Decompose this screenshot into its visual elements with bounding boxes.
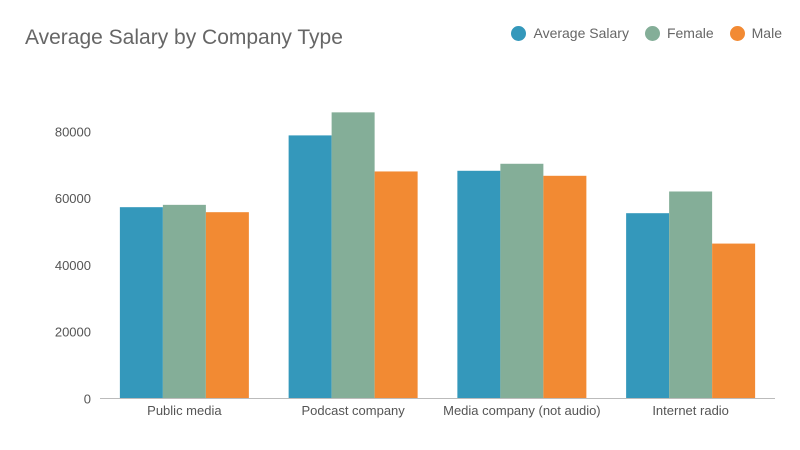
bar-male-public-media[interactable] xyxy=(205,212,249,399)
legend-marker-male xyxy=(729,25,745,41)
legend-marker-average-salary xyxy=(511,25,527,41)
legend-marker-female xyxy=(644,25,660,41)
legend-item-average-salary[interactable]: Average Salary xyxy=(511,25,629,41)
bar-average-salary-public-media[interactable] xyxy=(119,207,163,399)
x-tick-label-podcast-company: Podcast company xyxy=(301,403,405,418)
legend-label-male: Male xyxy=(751,25,782,41)
bar-female-media-company-not-audio[interactable] xyxy=(500,163,544,399)
legend-item-male[interactable]: Male xyxy=(729,25,782,41)
y-tick-label: 20000 xyxy=(55,325,91,340)
y-tick-label: 40000 xyxy=(55,258,91,273)
legend-item-female[interactable]: Female xyxy=(644,25,714,41)
x-tick-label-internet-radio: Internet radio xyxy=(652,403,729,418)
x-axis: Public media Podcast company Media company… xyxy=(100,398,775,418)
y-tick-label: 60000 xyxy=(55,191,91,206)
x-tick-label-public-media: Public media xyxy=(147,403,222,418)
legend-label-female: Female xyxy=(666,25,714,41)
y-axis: 0 20000 40000 60000 80000 xyxy=(55,124,91,406)
chart-legend: Average Salary Female Male xyxy=(511,25,782,41)
bar-female-podcast-company[interactable] xyxy=(331,112,375,399)
bar-average-salary-internet-radio[interactable] xyxy=(626,213,670,399)
bar-female-internet-radio[interactable] xyxy=(669,191,713,399)
chart-title: Average Salary by Company Type xyxy=(25,26,343,49)
bars-group xyxy=(119,112,756,399)
bar-average-salary-media-company-not-audio[interactable] xyxy=(457,170,501,399)
bar-male-internet-radio[interactable] xyxy=(712,243,756,399)
legend-label-average-salary: Average Salary xyxy=(533,25,629,41)
bar-female-public-media[interactable] xyxy=(162,204,206,399)
x-tick-label-media-company-not-audio: Media company (not audio) xyxy=(443,403,601,418)
y-tick-label: 0 xyxy=(84,392,91,407)
y-tick-label: 80000 xyxy=(55,124,91,139)
bar-male-podcast-company[interactable] xyxy=(374,171,418,399)
bar-average-salary-podcast-company[interactable] xyxy=(288,135,332,399)
bar-male-media-company-not-audio[interactable] xyxy=(543,175,587,399)
